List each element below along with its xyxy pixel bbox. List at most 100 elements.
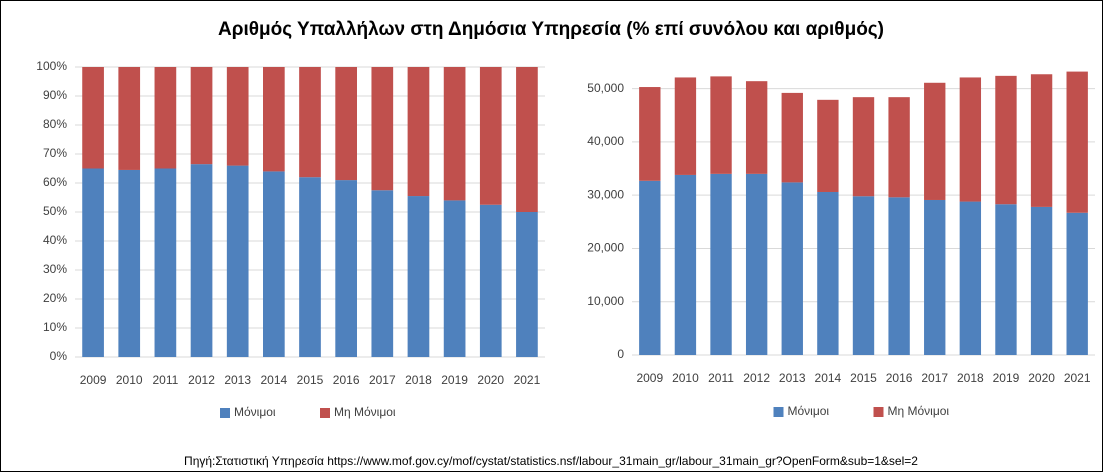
bar (516, 67, 538, 212)
bar (1030, 74, 1053, 207)
bar (82, 168, 104, 357)
bar (674, 77, 697, 175)
bar (1066, 71, 1088, 213)
y-tick-label: 10% (43, 320, 67, 334)
bar (190, 67, 213, 165)
x-tick-label: 2012 (188, 373, 215, 387)
x-tick-label: 2009 (80, 373, 107, 387)
y-tick-label: 70% (43, 146, 67, 160)
x-tick-label: 2010 (116, 373, 143, 387)
legend-swatch (320, 408, 330, 418)
x-tick-label: 2015 (850, 371, 877, 385)
y-tick-label: 0 (617, 347, 624, 361)
y-tick-label: 30,000 (587, 187, 624, 201)
x-tick-label: 2015 (297, 373, 324, 387)
bar (443, 67, 466, 201)
x-tick-label: 2019 (993, 371, 1020, 385)
bar (263, 171, 285, 357)
x-tick-label: 2017 (921, 371, 948, 385)
y-tick-label: 50,000 (587, 81, 624, 95)
x-tick-label: 2021 (514, 373, 541, 387)
y-tick-label: 10,000 (587, 294, 624, 308)
y-tick-label: 0% (50, 349, 68, 363)
x-tick-label: 2020 (1028, 371, 1055, 385)
x-tick-label: 2011 (152, 373, 178, 387)
bar (745, 173, 768, 355)
y-tick-label: 40,000 (587, 134, 624, 148)
x-tick-label: 2017 (369, 373, 396, 387)
bar (371, 67, 394, 191)
bar (888, 97, 910, 198)
bar (118, 169, 141, 357)
bar (479, 204, 502, 357)
bar (817, 191, 839, 355)
bar (335, 180, 357, 357)
bar (226, 67, 249, 166)
y-tick-label: 50% (43, 204, 67, 218)
x-tick-label: 2012 (743, 371, 770, 385)
x-tick-label: 2016 (886, 371, 913, 385)
x-tick-label: 2013 (779, 371, 806, 385)
bar (371, 190, 394, 357)
y-tick-label: 80% (43, 117, 67, 131)
bar (959, 77, 982, 202)
bar (1066, 212, 1088, 355)
legend-label: Μόνιμοι (234, 405, 276, 419)
bar (710, 173, 732, 355)
bar (639, 180, 661, 355)
bar (995, 75, 1017, 205)
x-tick-label: 2019 (441, 373, 468, 387)
x-tick-label: 2014 (815, 371, 842, 385)
x-tick-label: 2013 (224, 373, 251, 387)
legend-label: Μη Μόνιμοι (334, 405, 396, 419)
bar (781, 92, 803, 183)
legend-swatch (873, 407, 884, 417)
x-tick-label: 2018 (405, 373, 432, 387)
bar (443, 200, 466, 357)
bar (639, 87, 661, 181)
bar (82, 67, 104, 169)
x-tick-label: 2018 (957, 371, 984, 385)
bar (479, 67, 502, 205)
bar (154, 168, 177, 357)
bar (888, 197, 910, 355)
bar (190, 164, 213, 357)
y-tick-label: 20,000 (587, 241, 624, 255)
y-tick-label: 100% (36, 59, 67, 73)
bar (335, 67, 357, 181)
bar (407, 196, 430, 357)
x-tick-label: 2014 (260, 373, 287, 387)
bar (852, 196, 875, 355)
x-tick-label: 2021 (1064, 371, 1091, 385)
chart-title: Αριθμός Υπαλλήλων στη Δημόσια Υπηρεσία (… (218, 19, 884, 40)
bar (1030, 206, 1053, 355)
x-tick-label: 2020 (477, 373, 504, 387)
bar (924, 82, 946, 200)
bar (226, 165, 249, 357)
legend-swatch (220, 408, 230, 418)
y-tick-label: 30% (43, 262, 67, 276)
bar (674, 174, 697, 355)
legend-label: Μόνιμοι (788, 404, 830, 418)
bar (817, 99, 839, 192)
bar (299, 67, 321, 178)
x-tick-label: 2010 (672, 371, 699, 385)
x-tick-label: 2016 (333, 373, 360, 387)
y-tick-label: 90% (43, 88, 67, 102)
bar (299, 177, 321, 357)
bar (995, 204, 1017, 355)
x-tick-label: 2011 (708, 371, 734, 385)
x-tick-label: 2009 (636, 371, 663, 385)
legend-swatch (773, 407, 784, 417)
source: Πηγή:Στατιστική Υπηρεσία https://www.mof… (184, 454, 918, 468)
bar (959, 201, 982, 355)
y-tick-label: 40% (43, 233, 67, 247)
y-tick-label: 60% (43, 175, 67, 189)
bar (154, 67, 177, 169)
bar (118, 67, 141, 170)
bar (710, 76, 732, 174)
bar (781, 182, 803, 355)
bar (516, 212, 538, 357)
bar (924, 199, 946, 355)
